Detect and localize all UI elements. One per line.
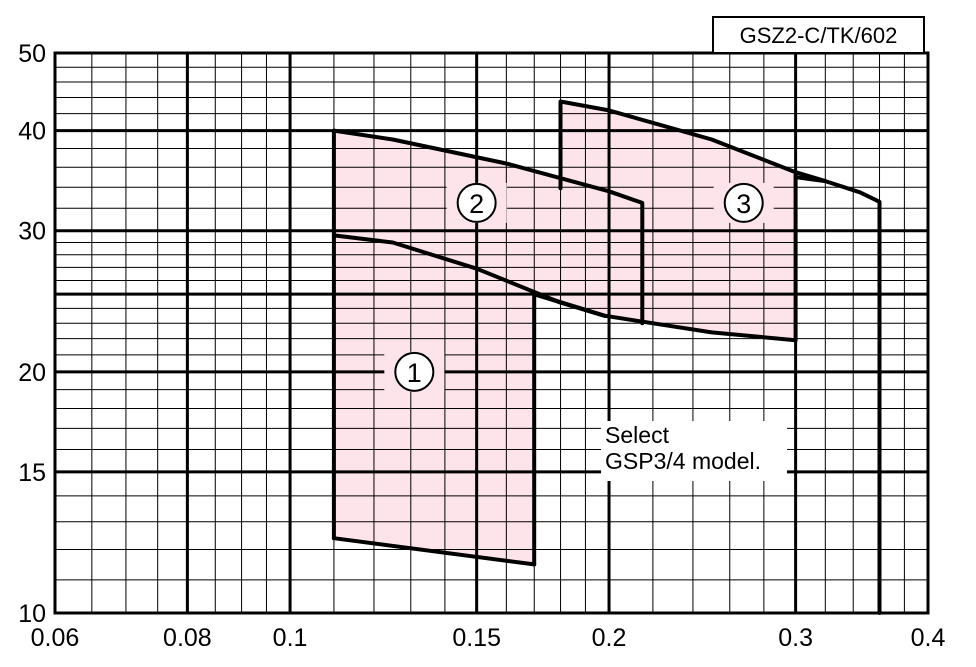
region-1-marker: 1 — [384, 351, 445, 392]
note-line: GSP3/4 model. — [605, 448, 761, 474]
plot-frame — [53, 51, 930, 615]
x-tick-label: 0.06 — [31, 624, 80, 652]
x-tick-label: 0.2 — [592, 624, 627, 652]
note-line: Select — [605, 422, 670, 448]
y-tick-label: 50 — [18, 40, 46, 68]
region-1-area — [333, 235, 605, 565]
labels-layer: 0.06 0.08 0.1 0.15 0.2 0.3 0.4 10 15 20 30 40 50 1 2 3 — [18, 40, 945, 652]
model-label-box: GSZ2-C/TK/602 — [712, 16, 925, 54]
y-tick-label: 20 — [18, 359, 46, 387]
note-background — [601, 420, 788, 481]
x-tick-label: 0.3 — [778, 624, 813, 652]
region-3-marker: 3 — [713, 182, 774, 223]
region-label: 1 — [407, 358, 422, 388]
region-label: 3 — [736, 189, 751, 219]
y-tick-label: 30 — [18, 218, 46, 246]
y-tick-label: 40 — [18, 118, 46, 146]
x-tick-label: 0.08 — [163, 624, 212, 652]
x-tick-label: 0.15 — [452, 624, 501, 652]
region-boundary-line-1 — [331, 128, 645, 541]
x-tick-label: 0.4 — [911, 624, 946, 652]
region-boundary-line-4 — [331, 536, 537, 567]
region-boundary-line-8 — [793, 170, 828, 184]
model-label: GSZ2-C/TK/602 — [740, 23, 898, 48]
region-boundary-line-5 — [558, 99, 798, 343]
region-boundary-line-6 — [532, 292, 798, 343]
y-tick-label: 15 — [18, 459, 46, 487]
outline-layer — [331, 99, 882, 615]
region-2-marker: 2 — [446, 182, 507, 223]
x-tick-label: 0.1 — [273, 624, 308, 652]
region-label: 2 — [469, 189, 484, 219]
y-tick-label: 10 — [18, 600, 46, 628]
